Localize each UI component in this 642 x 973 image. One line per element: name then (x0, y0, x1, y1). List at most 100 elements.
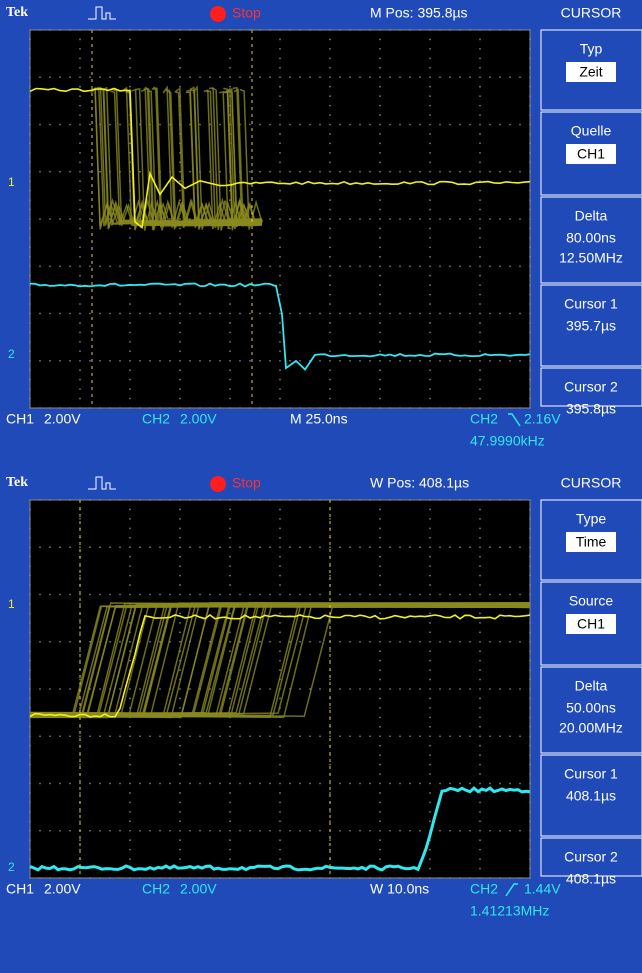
grid-dot (99, 594, 101, 596)
grid-dot (79, 792, 81, 794)
grid-dot (229, 726, 231, 728)
grid-dot (409, 265, 411, 267)
grid-dot (369, 783, 371, 785)
grid-dot (479, 839, 481, 841)
menu-label: Type (576, 511, 607, 527)
grid-dot (359, 594, 361, 596)
grid-dot (259, 641, 261, 643)
grid-dot (199, 546, 201, 548)
grid-dot (279, 388, 281, 390)
grid-dot (389, 124, 391, 126)
grid-dot (409, 546, 411, 548)
grid-dot (349, 171, 351, 173)
menu-readout: 80.00ns (566, 230, 616, 246)
grid-dot (319, 594, 321, 596)
grid-dot (329, 546, 331, 548)
grid-dot (269, 641, 271, 643)
grid-dot (459, 688, 461, 690)
grid-dot (229, 735, 231, 737)
grid-dot (429, 275, 431, 277)
grid-dot (159, 124, 161, 126)
grid-dot (89, 594, 91, 596)
grid-dot (239, 735, 241, 737)
grid-dot (449, 783, 451, 785)
grid-dot (229, 839, 231, 841)
grid-dot (179, 594, 181, 596)
grid-dot (79, 631, 81, 633)
grid-dot (79, 294, 81, 296)
grid-dot (489, 783, 491, 785)
grid-dot (129, 641, 131, 643)
grid-dot (159, 76, 161, 78)
grid-dot (339, 688, 341, 690)
grid-dot (179, 783, 181, 785)
grid-dot (69, 76, 71, 78)
grid-dot (229, 246, 231, 248)
grid-dot (279, 556, 281, 558)
grid-dot (109, 830, 111, 832)
grid-dot (479, 322, 481, 324)
grid-dot (469, 171, 471, 173)
grid-dot (189, 171, 191, 173)
grid-dot (159, 313, 161, 315)
grid-dot (379, 858, 381, 860)
grid-dot (179, 39, 181, 41)
grid-dot (179, 745, 181, 747)
grid-dot (129, 792, 131, 794)
grid-dot (69, 360, 71, 362)
grid-dot (179, 565, 181, 567)
grid-dot (129, 398, 131, 400)
grid-dot (449, 171, 451, 173)
grid-dot (259, 124, 261, 126)
grid-dot (379, 669, 381, 671)
grid-dot (359, 641, 361, 643)
grid-dot (389, 265, 391, 267)
grid-dot (429, 350, 431, 352)
grid-dot (499, 594, 501, 596)
grid-dot (129, 811, 131, 813)
grid-dot (279, 39, 281, 41)
grid-dot (229, 265, 231, 267)
ch2-marker: 2 (8, 860, 15, 874)
grid-dot (329, 237, 331, 239)
run-state: Stop (232, 475, 261, 491)
grid-dot (479, 679, 481, 681)
grid-dot (479, 745, 481, 747)
grid-dot (469, 265, 471, 267)
grid-dot (59, 171, 61, 173)
grid-dot (79, 332, 81, 334)
grid-dot (479, 332, 481, 334)
grid-dot (279, 773, 281, 775)
grid-dot (519, 171, 521, 173)
grid-dot (79, 95, 81, 97)
grid-dot (279, 246, 281, 248)
grid-dot (399, 641, 401, 643)
grid-dot (279, 669, 281, 671)
grid-dot (509, 171, 511, 173)
grid-dot (269, 735, 271, 737)
grid-dot (469, 76, 471, 78)
grid-dot (229, 783, 231, 785)
grid-dot (39, 313, 41, 315)
grid-dot (389, 830, 391, 832)
grid-dot (169, 360, 171, 362)
ch1-label: CH1 (6, 881, 34, 897)
grid-dot (479, 284, 481, 286)
grid-dot (89, 265, 91, 267)
ch1-scale: 2.00V (44, 881, 81, 897)
grid-dot (149, 546, 151, 548)
grid-dot (179, 688, 181, 690)
grid-dot (339, 783, 341, 785)
grid-dot (149, 313, 151, 315)
grid-dot (479, 161, 481, 163)
grid-dot (349, 688, 351, 690)
grid-dot (369, 546, 371, 548)
grid-dot (429, 613, 431, 615)
grid-dot (389, 641, 391, 643)
grid-dot (369, 641, 371, 643)
grid-dot (429, 820, 431, 822)
grid-dot (179, 754, 181, 756)
grid-dot (479, 199, 481, 201)
grid-dot (279, 322, 281, 324)
grid-dot (349, 594, 351, 596)
